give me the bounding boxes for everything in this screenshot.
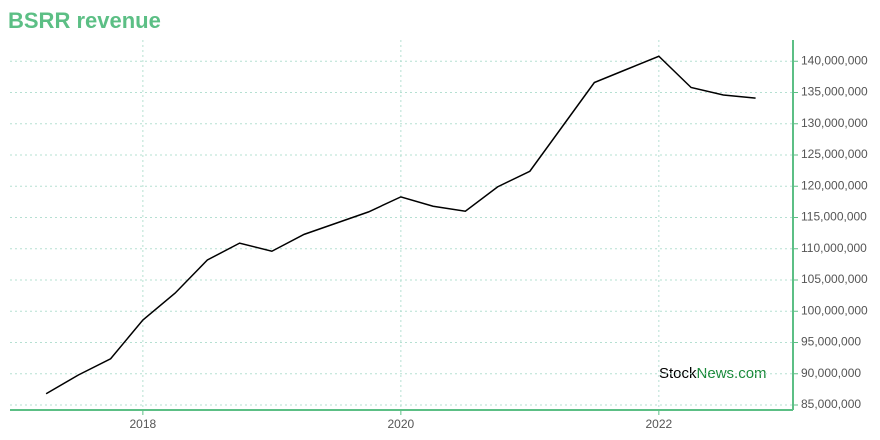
x-tick-label: 2020 [388, 417, 415, 431]
watermark-stock: Stock [659, 365, 697, 382]
chart-title: BSRR revenue [8, 8, 161, 33]
y-tick-label: 120,000,000 [801, 178, 868, 192]
y-tick-label: 105,000,000 [801, 272, 868, 286]
y-tick-label: 85,000,000 [801, 397, 861, 411]
y-tick-label: 135,000,000 [801, 85, 868, 99]
x-tick-label: 2018 [130, 417, 157, 431]
y-tick-label: 110,000,000 [801, 241, 867, 255]
y-tick-label: 130,000,000 [801, 116, 868, 130]
y-tick-label: 140,000,000 [801, 53, 868, 67]
y-tick-label: 90,000,000 [801, 366, 861, 380]
y-tick-label: 125,000,000 [801, 147, 868, 161]
x-tick-label: 2022 [645, 417, 672, 431]
series-line [45, 55, 756, 395]
y-tick-label: 115,000,000 [801, 210, 867, 224]
y-tick-label: 100,000,000 [801, 303, 868, 317]
y-tick-label: 95,000,000 [801, 335, 861, 349]
